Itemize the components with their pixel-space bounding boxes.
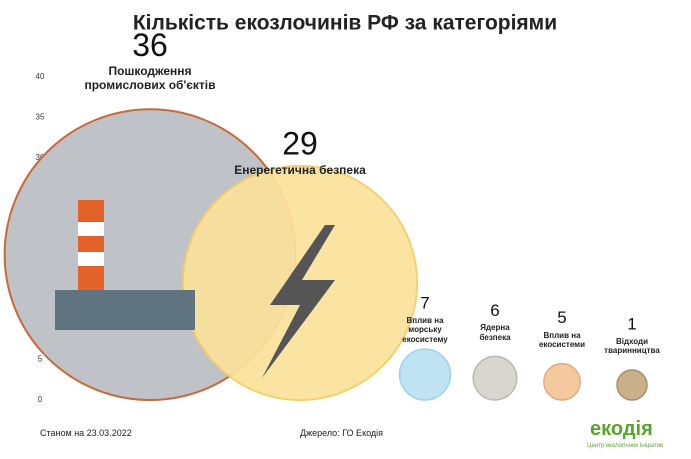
y-tick-label: 5 — [38, 355, 43, 364]
category-label: Пошкодження промислових об'єктів — [84, 64, 216, 93]
value-label: 7 — [420, 294, 429, 313]
bubble — [616, 369, 648, 401]
value-label: 1 — [627, 314, 636, 333]
icon — [78, 252, 104, 266]
logo: екодія — [590, 418, 653, 440]
category-label: Вплив на морську екосистему — [402, 316, 448, 344]
icon — [262, 225, 335, 378]
y-tick-label: 30 — [36, 153, 45, 162]
logo-subtitle: Центр екологічних ініціатив — [587, 443, 664, 449]
date-note: Станом на 23.03.2022 — [40, 428, 132, 438]
y-tick-label: 0 — [38, 395, 43, 404]
bubble — [398, 348, 452, 401]
value-label: 5 — [557, 308, 566, 327]
category-label: Вплив на екосистеми — [538, 330, 586, 349]
bubble — [543, 362, 581, 401]
category-label: Енерегетична безпека — [234, 162, 366, 177]
value-label: 29 — [282, 125, 318, 161]
icon — [78, 222, 104, 236]
category-label: Відходи тваринництва — [604, 337, 660, 356]
y-tick-label: 40 — [36, 72, 45, 81]
category-label: Ядерна безпека — [479, 323, 511, 342]
chart-title: Кількість екозлочинів РФ за категоріями — [133, 12, 557, 35]
value-label: 6 — [490, 301, 499, 320]
icon — [55, 290, 195, 330]
bubble — [472, 355, 518, 401]
y-tick-label: 35 — [36, 112, 45, 121]
icon — [78, 200, 104, 290]
source-note: Джерело: ГО Екодія — [300, 428, 384, 438]
value-label: 36 — [132, 27, 168, 63]
